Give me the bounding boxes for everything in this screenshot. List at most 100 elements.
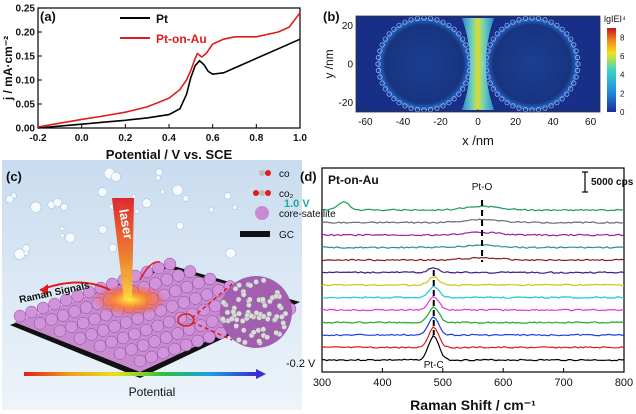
satellite-particle	[456, 91, 462, 97]
raman-spectrum-line	[321, 243, 625, 249]
satellite-particle	[494, 31, 500, 37]
satellite-particle	[408, 17, 414, 23]
panel-b-xlabel: x /nm	[462, 133, 494, 148]
satellite-particle	[375, 54, 382, 61]
satellite-particle	[487, 80, 493, 86]
satellite-particle	[466, 54, 473, 61]
panel-d-title: Pt-on-Au	[328, 173, 379, 187]
core-satellite-particle	[206, 315, 219, 328]
satellite-particle	[402, 103, 408, 109]
a-xtick-label: -0.2	[29, 133, 47, 144]
core-satellite-particle	[85, 328, 98, 341]
water-bubble	[224, 192, 232, 200]
core-satellite-particle	[59, 293, 73, 307]
core-satellite-particle	[56, 309, 70, 322]
satellite-particle	[483, 67, 490, 74]
panel-d-raman-spectra: 300 400 500 600 700 800 Pt-O Pt-C 5000 cps Pt…	[284, 167, 634, 413]
core-satellite-particle	[73, 332, 87, 345]
satellite-particle	[504, 22, 510, 28]
raman-spectrum-line	[321, 267, 625, 274]
water-bubble	[59, 226, 65, 232]
core-satellite-particle	[179, 338, 193, 352]
a-xtick-label: 0.6	[206, 133, 220, 144]
core-satellite-particle	[65, 320, 78, 334]
water-bubble	[60, 233, 65, 238]
b-xtick-label: 40	[548, 117, 560, 128]
b-ytick-label: -20	[339, 98, 354, 109]
raman-spectrum-line	[321, 306, 625, 324]
satellite-particle	[467, 61, 473, 67]
panel-a-label: (a)	[40, 9, 56, 24]
panel-a-frame	[37, 7, 301, 129]
satellite-particle	[408, 105, 414, 111]
core-satellite-particle	[202, 330, 216, 344]
satellite-particle	[456, 31, 462, 37]
core-satellite-particle	[168, 342, 181, 356]
co-legend-icon	[259, 170, 265, 176]
core-satellite-particle	[180, 280, 194, 294]
a-ytick-label: 0.15	[16, 52, 36, 63]
panel-d-label: (d)	[300, 169, 317, 184]
core-satellite-particle	[140, 265, 154, 279]
core-satellite-particle	[203, 272, 217, 286]
satellite-dot	[267, 298, 273, 305]
satellite-dot	[236, 282, 242, 289]
water-bubble	[160, 189, 166, 195]
a-xtick-label: 0.0	[75, 133, 89, 144]
core-satellite-particle	[172, 269, 185, 282]
satellite-dot	[230, 308, 237, 315]
core-satellite-particle	[76, 316, 90, 330]
satellite-particle	[504, 100, 510, 106]
core-satellite-particle	[197, 303, 211, 317]
satellite-dot	[250, 329, 257, 336]
core-satellite-particle	[177, 296, 191, 309]
satellite-particle	[548, 19, 554, 25]
gap-hotspot	[462, 18, 494, 110]
satellite-particle	[483, 61, 489, 67]
satellite-dot	[266, 311, 273, 317]
satellite-particle	[391, 96, 397, 102]
water-bubble	[175, 221, 184, 230]
a-ytick-label: 0.10	[16, 76, 36, 87]
satellite-particle	[574, 54, 581, 61]
satellite-particle	[379, 80, 385, 86]
zoom-marker	[177, 313, 195, 327]
a-xtick-label: 1.0	[293, 133, 307, 144]
core-satellite-particle	[136, 339, 150, 352]
core-satellite-particle	[13, 309, 27, 323]
satellite-dot	[273, 329, 280, 336]
satellite-particle	[542, 17, 548, 23]
a-xtick-label: 0.2	[118, 133, 132, 144]
core-satellite-particle	[192, 276, 205, 290]
a-xtick-label: 0.8	[249, 133, 263, 144]
core-satellite-particle	[125, 343, 138, 356]
satellite-particle	[377, 48, 383, 54]
b-ytick-label: 20	[342, 21, 354, 32]
satellite-particle	[396, 22, 402, 28]
a-ytick-label: 0.00	[16, 124, 36, 135]
zoom-line-upper	[191, 283, 233, 319]
core-satellite-particle	[45, 313, 58, 326]
satellite-particle	[382, 36, 388, 42]
core-satellite-particle	[169, 284, 182, 298]
core-satellite-particle	[162, 315, 176, 329]
satellite-particle	[499, 26, 505, 32]
satellite-dot	[239, 318, 246, 324]
panel-c-illustration: laser Raman Signals co co₂ core-satellit…	[2, 160, 336, 410]
potential-label: Potential	[129, 385, 176, 399]
core-satellite-particle	[166, 300, 179, 313]
core-satellite-particle	[145, 350, 158, 364]
satellite-particle	[575, 61, 581, 67]
water-bubble	[64, 232, 76, 244]
bottom-potential-label: -0.2 V	[286, 358, 316, 370]
water-bubble	[108, 243, 117, 252]
water-bubble	[182, 195, 190, 202]
satellite-particle	[487, 42, 493, 48]
core-satellite-particle	[88, 312, 101, 326]
satellite-particle	[574, 67, 581, 74]
d-xtick-label: 500	[434, 377, 452, 389]
satellite-particle	[485, 48, 491, 54]
core-satellite-particle	[53, 324, 67, 338]
